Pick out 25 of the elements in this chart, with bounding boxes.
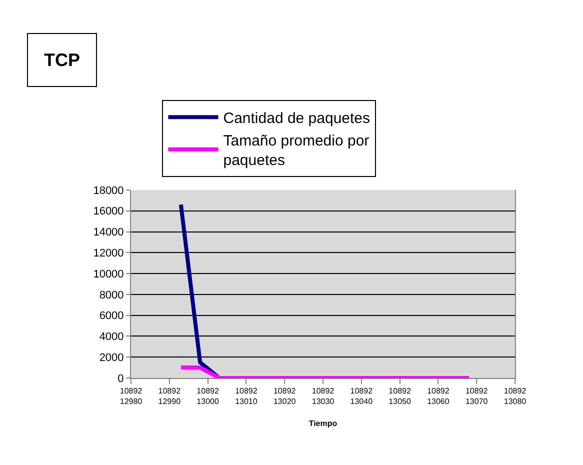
legend-label: Tamaño promedio por paquetes — [223, 132, 370, 169]
x-axis-title: Tiempo — [308, 419, 338, 428]
y-tick-label: 14000 — [93, 226, 124, 239]
x-tick-label: 10892 13080 — [504, 386, 527, 406]
y-tick-label: 4000 — [99, 331, 124, 344]
y-tick-label: 12000 — [93, 248, 124, 260]
y-tick-label: 2000 — [99, 352, 124, 364]
x-tick-label: 10892 13050 — [388, 386, 412, 406]
x-tick-label: 10892 12980 — [120, 386, 143, 406]
y-tick-label: 6000 — [99, 310, 124, 322]
x-tick-label: 10892 13060 — [427, 386, 450, 406]
x-tick-label: 10892 12990 — [158, 386, 182, 406]
chart-title: TCP — [44, 50, 80, 70]
x-tick-label: 10892 13010 — [235, 386, 258, 406]
y-tick-label: 16000 — [93, 206, 124, 218]
x-tick-label: 10892 13030 — [312, 386, 335, 406]
x-tick-label: 10892 13020 — [273, 386, 296, 406]
legend-label: Cantidad de paquetes — [223, 110, 370, 127]
y-tick-label: 18000 — [93, 184, 124, 197]
x-tick-label: 10892 13070 — [465, 386, 488, 406]
y-tick-label: 0 — [118, 372, 124, 385]
y-tick-label: 10000 — [93, 268, 124, 280]
y-tick-label: 8000 — [99, 289, 124, 302]
x-tick-label: 10892 13000 — [196, 386, 220, 406]
x-tick-label: 10892 13040 — [350, 386, 374, 406]
